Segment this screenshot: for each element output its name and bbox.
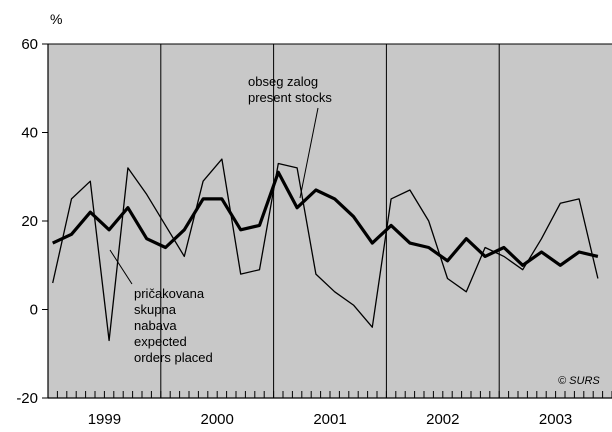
y-tick-label: 0 [30, 302, 38, 319]
annotation-leader-line [109, 249, 133, 285]
x-year-label: 1999 [88, 411, 121, 428]
plot-background [48, 44, 612, 398]
y-axis: -20 0 20 40 60 [16, 36, 48, 407]
series-expected-orders-line [52, 158, 599, 342]
y-tick-label: -20 [16, 390, 38, 407]
annotation-line: present stocks [248, 90, 332, 105]
annotation-present-stocks: obseg zalog present stocks [248, 74, 332, 199]
year-separators [160, 44, 500, 398]
annotation-leader-line [299, 107, 319, 199]
annotation-line: pričakovana [134, 286, 205, 301]
x-year-label: 2001 [313, 411, 346, 428]
y-tick-label: 20 [21, 213, 38, 230]
x-year-label: 2002 [426, 411, 459, 428]
y-tick-label: 40 [21, 125, 38, 142]
x-axis: 1999 2000 2001 2002 2003 [47, 391, 612, 428]
annotation-expected-orders: pričakovana skupna nabava expected order… [109, 249, 213, 365]
y-tick-label: 60 [21, 36, 38, 53]
series-present-stocks-line [52, 170, 599, 267]
annotation-line: expected [134, 334, 187, 349]
annotation-line: nabava [134, 318, 177, 333]
annotation-line: orders placed [134, 350, 213, 365]
copyright-credit: © SURS [558, 375, 600, 387]
x-year-label: 2000 [201, 411, 234, 428]
x-year-label: 2003 [539, 411, 572, 428]
annotation-line: skupna [134, 302, 177, 317]
series-layer [52, 158, 599, 342]
y-unit-label: % [50, 11, 62, 27]
annotation-line: obseg zalog [248, 74, 318, 89]
